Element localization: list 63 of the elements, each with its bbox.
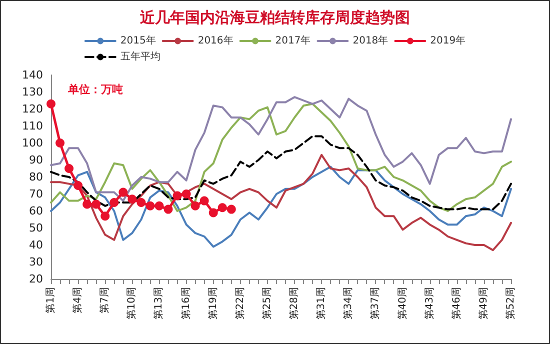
x-tick-label: 第1周 xyxy=(44,287,56,314)
line-series xyxy=(50,135,512,210)
line-series xyxy=(50,166,512,248)
point xyxy=(110,198,119,207)
line-series xyxy=(50,154,512,252)
y-tick-label: 120 xyxy=(22,102,43,116)
point xyxy=(164,204,173,214)
y-tick-label: 50 xyxy=(29,222,43,234)
point xyxy=(146,201,155,210)
y-tick-label: 30 xyxy=(29,256,43,268)
point xyxy=(74,181,83,190)
x-tick-label: 第19周 xyxy=(206,287,219,320)
point xyxy=(218,203,227,212)
x-tick-label: 第40周 xyxy=(396,287,408,320)
x-tick-label: 第13周 xyxy=(152,287,165,320)
point xyxy=(190,201,200,210)
point xyxy=(182,190,191,198)
legend-label: 2018年 xyxy=(352,34,388,46)
point xyxy=(56,138,65,148)
legend-label: 2017年 xyxy=(275,34,311,46)
x-tick-label: 第16周 xyxy=(180,287,192,320)
point xyxy=(136,198,146,207)
y-tick-label: 90 xyxy=(29,154,43,166)
point xyxy=(64,164,74,173)
y-tick-label: 20 xyxy=(29,272,43,286)
point xyxy=(200,196,209,206)
point xyxy=(226,204,236,214)
x-tick-label: 第25周 xyxy=(260,287,273,320)
x-tick-label: 第34周 xyxy=(342,287,354,320)
annotation: 单位：万吨 xyxy=(67,83,123,96)
y-tick-label: 130 xyxy=(22,86,43,98)
x-tick-label: 第46周 xyxy=(450,287,462,320)
y-tick-label: 140 xyxy=(22,68,43,82)
point xyxy=(118,188,128,197)
x-tick-label: 第52周 xyxy=(504,287,516,320)
legend-label: 五年平均 xyxy=(120,50,160,62)
legend-label: 2019年 xyxy=(430,34,466,46)
y-tick-label: 70 xyxy=(29,188,43,200)
legend-label: 2015年 xyxy=(120,34,156,46)
point xyxy=(128,194,137,204)
x-tick-label: 第37周 xyxy=(369,287,382,320)
point xyxy=(82,200,92,209)
y-tick-label: 100 xyxy=(22,136,43,150)
y-tick-label: 80 xyxy=(29,170,43,184)
point xyxy=(46,99,56,108)
point xyxy=(92,200,101,209)
x-tick-label: 第49周 xyxy=(477,287,490,320)
point xyxy=(100,212,110,221)
x-tick-label: 第28周 xyxy=(288,287,300,320)
x-tick-label: 第43周 xyxy=(423,287,436,320)
x-tick-label: 第7周 xyxy=(98,287,111,314)
y-tick-label: 110 xyxy=(22,120,43,132)
x-tick-label: 第4周 xyxy=(72,287,84,314)
x-tick-label: 第10周 xyxy=(126,287,138,320)
y-tick-label: 40 xyxy=(29,238,43,252)
y-tick-label: 60 xyxy=(29,204,43,218)
x-tick-label: 第31周 xyxy=(315,287,328,320)
chart-title: 近几年国内沿海豆粕结转库存周度趋势图 xyxy=(139,8,410,26)
x-tick-label: 第22周 xyxy=(234,287,246,320)
point xyxy=(208,208,218,218)
point xyxy=(154,201,164,210)
point xyxy=(172,191,182,200)
legend-label: 2016年 xyxy=(198,34,234,46)
